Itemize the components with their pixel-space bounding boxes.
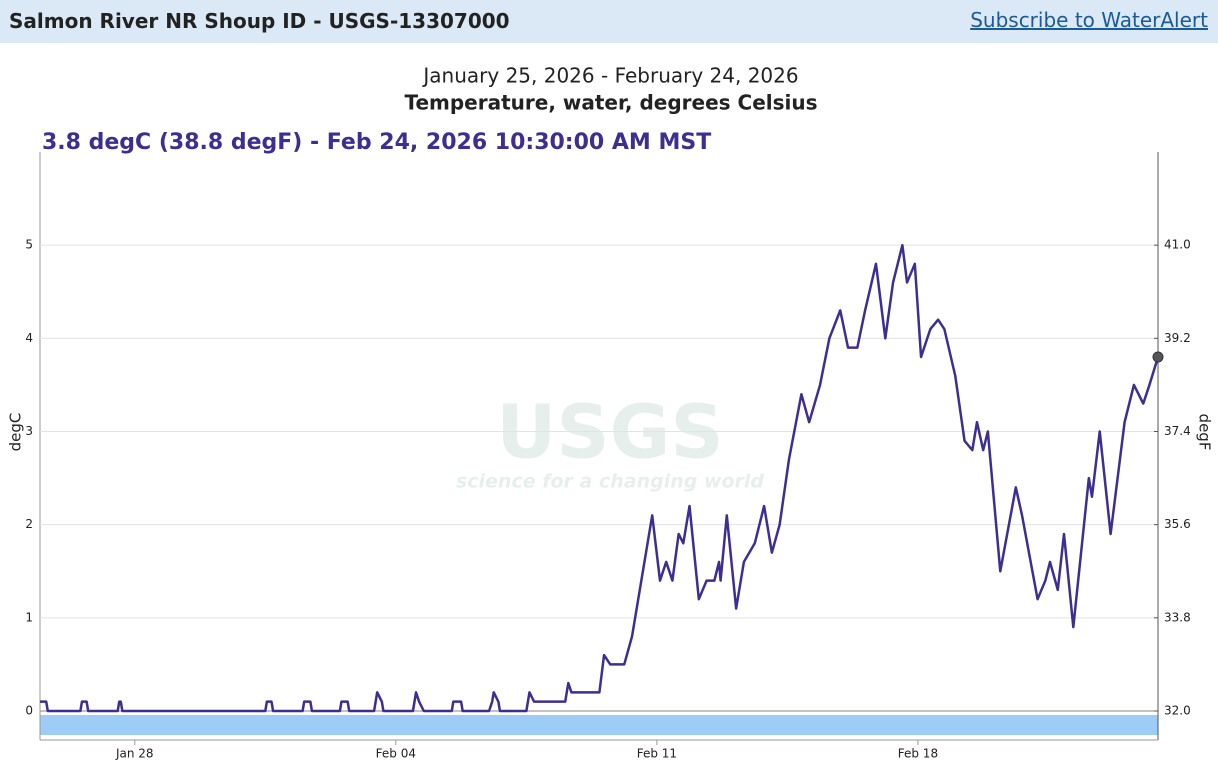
site-title: Salmon River NR Shoup ID - USGS-13307000 bbox=[9, 9, 510, 33]
y2-tick-label: 35.6 bbox=[1164, 517, 1191, 531]
x-tick-label: Feb 11 bbox=[637, 747, 677, 761]
approval-band bbox=[40, 715, 1158, 735]
x-tick-label: Jan 28 bbox=[115, 747, 154, 761]
latest-point bbox=[1152, 351, 1164, 363]
y2-tick-label: 33.8 bbox=[1164, 610, 1191, 624]
y2-tick-label: 41.0 bbox=[1164, 238, 1191, 252]
y2-tick-label: 37.4 bbox=[1164, 424, 1191, 438]
y-tick-label: 0 bbox=[25, 704, 33, 718]
chart-subtitle: January 25, 2026 - February 24, 2026 bbox=[421, 64, 798, 88]
watermark-tagline: science for a changing world bbox=[456, 471, 764, 493]
y-tick-label: 3 bbox=[25, 424, 33, 438]
y-tick-label: 5 bbox=[25, 238, 33, 252]
latest-annotation: 3.8 degC (38.8 degF) - Feb 24, 2026 10:3… bbox=[42, 130, 711, 155]
header-bar: Salmon River NR Shoup ID - USGS-13307000… bbox=[0, 0, 1218, 43]
y2-tick-label: 32.0 bbox=[1164, 704, 1191, 718]
y-tick-label: 1 bbox=[25, 610, 33, 624]
watermark-logo: USGS bbox=[496, 390, 723, 476]
chart: January 25, 2026 - February 24, 2026 Tem… bbox=[7, 64, 1214, 761]
y-tick-label: 4 bbox=[25, 331, 33, 345]
y-axis-label: degC bbox=[7, 413, 25, 452]
y2-tick-label: 39.2 bbox=[1164, 331, 1191, 345]
chart-title: Temperature, water, degrees Celsius bbox=[404, 91, 817, 115]
y-tick-label: 2 bbox=[25, 517, 33, 531]
wateralert-link[interactable]: Subscribe to WaterAlert bbox=[970, 8, 1208, 32]
x-tick-label: Feb 04 bbox=[376, 747, 416, 761]
y2-axis-label: degF bbox=[1196, 414, 1214, 451]
x-tick-label: Feb 18 bbox=[898, 747, 938, 761]
data-line bbox=[40, 243, 1160, 713]
